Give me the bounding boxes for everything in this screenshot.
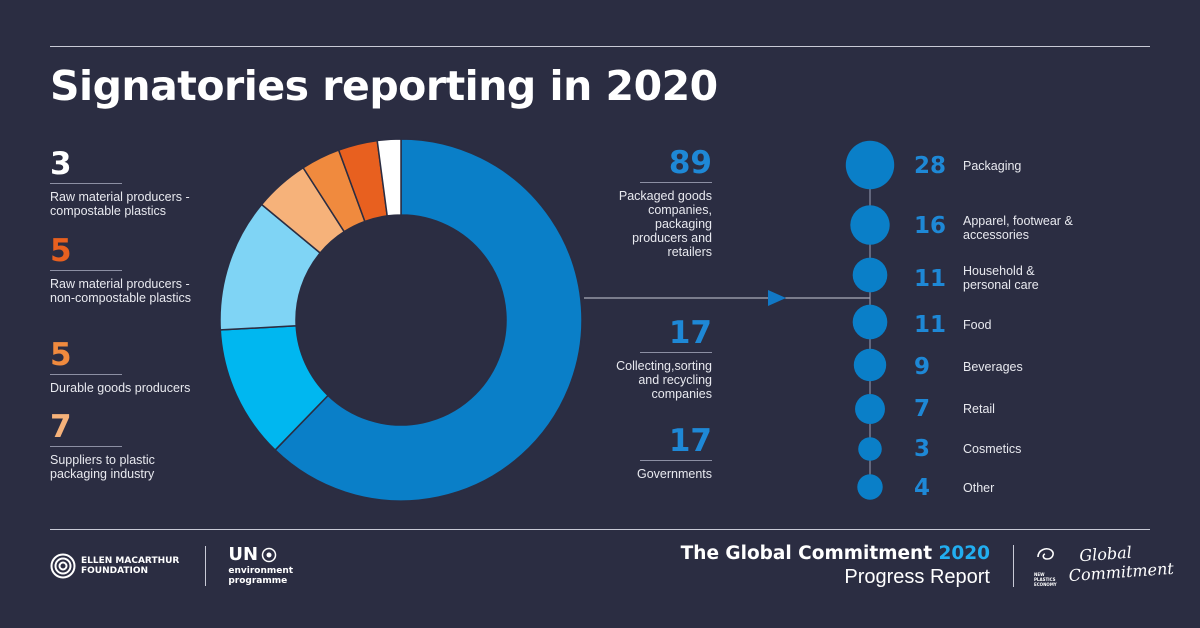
bubble xyxy=(852,257,888,293)
legend-label: Packaged goods companies, packaging prod… xyxy=(618,189,712,259)
legend-label: Collecting,sorting and recycling compani… xyxy=(616,359,712,401)
global-commitment-wordmark: Global Commitment xyxy=(1067,541,1174,585)
breakdown-label: Retail xyxy=(963,402,995,416)
donut-slice xyxy=(376,138,402,217)
footer-divider xyxy=(1013,545,1014,587)
npe-line-1: NEW xyxy=(1034,572,1045,577)
bubble xyxy=(853,348,887,382)
page-title: Signatories reporting in 2020 xyxy=(50,62,718,110)
breakdown-value: 3 xyxy=(914,436,931,462)
un-sub-line-2: programme xyxy=(228,576,288,586)
breakdown-label: Household & personal care xyxy=(963,264,1039,292)
npe-line-3: ECONOMY xyxy=(1034,582,1057,587)
legend-value: 89 xyxy=(668,145,712,181)
breakdown-label: Other xyxy=(963,481,995,495)
legend-label: Suppliers to plastic packaging industry xyxy=(50,453,155,481)
breakdown-label: Packaging xyxy=(963,159,1022,173)
donut-slice xyxy=(219,203,322,331)
legend-value: 3 xyxy=(50,146,72,182)
legend-value: 5 xyxy=(50,233,72,269)
report-year: 2020 xyxy=(938,543,991,564)
legend-item-governments: 17 Governments xyxy=(600,424,712,481)
un-sub-line-1: environment xyxy=(228,566,294,576)
legend-item-compostable: 3 Raw material producers - compostable p… xyxy=(50,147,200,218)
donut-slice xyxy=(302,149,366,233)
emf-rings-icon xyxy=(50,553,76,579)
breakdown-value: 11 xyxy=(914,312,947,338)
bubble xyxy=(852,304,888,340)
donut-slice xyxy=(260,166,346,255)
legend-divider xyxy=(50,446,122,447)
report-title-block: The Global Commitment 2020 Progress Repo… xyxy=(681,543,990,589)
legend-item-suppliers: 7 Suppliers to plastic packaging industr… xyxy=(50,410,200,481)
breakdown-value: 9 xyxy=(914,354,931,380)
report-title: The Global Commitment xyxy=(680,543,933,564)
legend-item-packaged-goods: 89 Packaged goods companies, packaging p… xyxy=(600,146,712,259)
emf-name-line-1: ELLEN MACARTHUR xyxy=(81,556,180,566)
breakdown-value: 4 xyxy=(914,475,931,501)
breakdown-label: Food xyxy=(963,318,992,332)
breakdown-label: Beverages xyxy=(963,360,1023,374)
bubble xyxy=(855,394,885,424)
connector-arrow xyxy=(768,290,786,306)
breakdown-value: 7 xyxy=(914,396,931,422)
legend-divider xyxy=(640,460,712,461)
report-subtitle: Progress Report xyxy=(844,566,990,588)
bubble xyxy=(850,205,890,245)
breakdown-value: 16 xyxy=(914,213,947,239)
legend-label: Raw material producers - non-compostable… xyxy=(50,277,192,305)
partner-logos: ELLEN MACARTHUR FOUNDATION UN environmen… xyxy=(50,545,293,587)
breakdown-label: Apparel, footwear & accessories xyxy=(963,214,1073,242)
breakdown-label: Cosmetics xyxy=(963,442,1022,456)
npe-swirl-icon xyxy=(1037,548,1054,560)
bottom-rule xyxy=(50,529,1150,530)
bubble xyxy=(845,140,895,190)
legend-item-non-compostable: 5 Raw material producers - non-compostab… xyxy=(50,234,200,305)
legend-divider xyxy=(50,374,122,375)
donut-slice xyxy=(337,139,389,223)
legend-label: Durable goods producers xyxy=(50,381,191,395)
legend-divider xyxy=(640,182,712,183)
un-emblem-icon xyxy=(261,547,277,563)
npe-line-2: PLASTICS xyxy=(1034,577,1056,582)
ellen-macarthur-logo: ELLEN MACARTHUR FOUNDATION xyxy=(50,553,179,579)
legend-divider xyxy=(640,352,712,353)
legend-label: Raw material producers - compostable pla… xyxy=(50,190,190,218)
breakdown-value: 11 xyxy=(914,266,947,292)
legend-divider xyxy=(50,270,122,271)
legend-item-durable-goods: 5 Durable goods producers xyxy=(50,338,200,395)
legend-divider xyxy=(50,183,122,184)
footer-divider xyxy=(205,546,207,586)
bubble xyxy=(858,437,882,461)
legend-value: 7 xyxy=(50,409,72,445)
legend-item-collecting: 17 Collecting,sorting and recycling comp… xyxy=(600,316,712,401)
unep-logo: UN environment programme xyxy=(228,544,294,587)
breakdown-value: 28 xyxy=(914,153,947,179)
bubble xyxy=(857,474,883,500)
legend-value: 17 xyxy=(668,315,712,351)
emf-name-line-2: FOUNDATION xyxy=(81,566,149,576)
top-rule xyxy=(50,46,1150,47)
legend-value: 5 xyxy=(50,337,72,373)
new-plastics-economy-logo: NEW PLASTICS ECONOMY xyxy=(1034,545,1062,587)
donut-slice xyxy=(274,138,583,502)
legend-label: Governments xyxy=(636,467,712,481)
un-title: UN xyxy=(228,544,259,565)
donut-slice xyxy=(219,324,330,452)
legend-value: 17 xyxy=(668,423,712,459)
